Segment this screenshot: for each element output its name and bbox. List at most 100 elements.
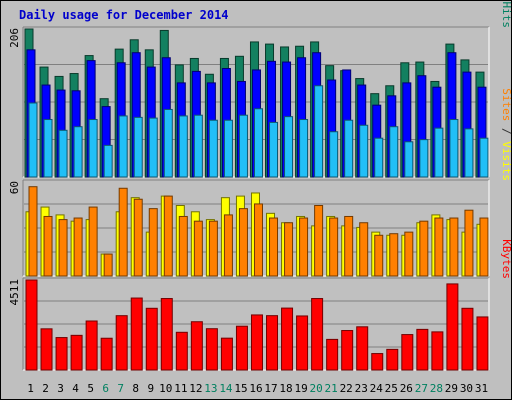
- bar-pages-day-14: [223, 119, 233, 178]
- x-tick-label-day-13: 13: [204, 382, 217, 395]
- bar-sites-day-17: [269, 217, 279, 277]
- bar-sites-day-5: [88, 206, 98, 277]
- bar-sites-day-8: [133, 198, 143, 277]
- chart-title: Daily usage for December 2014: [19, 8, 229, 22]
- series-kbytes: [25, 279, 489, 371]
- legend-entry: /: [500, 0, 512, 2]
- bar-sites-day-13: [208, 220, 218, 277]
- x-tick-label-day-31: 31: [475, 382, 488, 395]
- bar-sites-day-23: [359, 222, 369, 277]
- bar-pages-day-9: [148, 117, 158, 178]
- bar-kbytes-day-3: [55, 337, 68, 371]
- legend-entry: /: [500, 121, 512, 141]
- bar-pages-day-6: [103, 144, 113, 178]
- bar-pages-day-30: [464, 128, 474, 178]
- bar-pages-day-31: [479, 137, 489, 178]
- bar-pages-day-15: [238, 114, 248, 178]
- x-tick-label-day-15: 15: [234, 382, 247, 395]
- legend-entry: KBytes: [500, 239, 512, 279]
- bar-kbytes-day-6: [100, 337, 113, 371]
- bar-sites-day-2: [43, 215, 53, 277]
- bar-pages-day-13: [208, 119, 218, 178]
- bar-sites-day-19: [299, 217, 309, 277]
- bar-sites-day-28: [434, 217, 444, 277]
- panel-kbytes: 4511 KBytes: [8, 239, 512, 371]
- legend-sites_visits: Sites / Visits: [500, 88, 512, 181]
- bar-pages-day-24: [374, 137, 384, 178]
- bar-kbytes-day-11: [175, 331, 188, 371]
- bar-kbytes-day-27: [416, 328, 429, 371]
- bar-kbytes-day-17: [266, 315, 279, 371]
- bar-pages-day-19: [299, 119, 309, 178]
- series-sites: [28, 186, 489, 277]
- x-tick-label-day-17: 17: [264, 382, 277, 395]
- bar-sites-day-20: [314, 205, 324, 277]
- bar-pages-day-2: [43, 119, 53, 178]
- bar-kbytes-day-22: [341, 330, 354, 371]
- bar-sites-day-6: [103, 253, 113, 277]
- bar-sites-day-15: [238, 208, 248, 277]
- x-tick-label-day-22: 22: [340, 382, 353, 395]
- bar-kbytes-day-18: [281, 307, 294, 371]
- x-tick-label-day-11: 11: [174, 382, 187, 395]
- bar-pages-day-1: [28, 102, 38, 178]
- x-tick-label-day-1: 1: [27, 382, 34, 395]
- x-tick-label-day-6: 6: [102, 382, 109, 395]
- x-tick-label-day-28: 28: [430, 382, 443, 395]
- bar-kbytes-day-7: [115, 315, 128, 371]
- x-tick-label-day-5: 5: [87, 382, 94, 395]
- x-tick-label-day-23: 23: [355, 382, 368, 395]
- x-tick-label-day-2: 2: [42, 382, 49, 395]
- bar-kbytes-day-5: [85, 320, 98, 371]
- bar-sites-day-30: [464, 209, 474, 277]
- bar-pages-day-4: [73, 126, 83, 178]
- bar-sites-day-12: [193, 220, 203, 277]
- bar-sites-day-25: [389, 233, 399, 277]
- legend-entry: Sites: [500, 88, 512, 121]
- x-tick-label-day-14: 14: [219, 382, 233, 395]
- bar-pages-day-18: [284, 116, 294, 178]
- bar-pages-day-22: [344, 119, 354, 178]
- bar-kbytes-day-23: [356, 326, 369, 371]
- panel-sites_visits: 60 Sites / Visits: [8, 88, 512, 277]
- bar-sites-day-3: [58, 219, 68, 277]
- bar-pages-day-25: [389, 126, 399, 178]
- bar-pages-day-16: [253, 108, 263, 178]
- bar-kbytes-day-30: [461, 307, 474, 371]
- x-tick-label-day-21: 21: [325, 382, 338, 395]
- chart-panels: 206 Pages / Files / Hits 60 Sites / Visits 4…: [8, 0, 512, 371]
- series-pages: [28, 85, 489, 178]
- bar-pages-day-27: [419, 139, 429, 178]
- bar-sites-day-9: [148, 208, 158, 277]
- bar-kbytes-day-25: [386, 348, 399, 371]
- x-tick-label-day-18: 18: [279, 382, 292, 395]
- x-tick-label-day-16: 16: [249, 382, 262, 395]
- legend-entry: Hits: [500, 2, 512, 29]
- bar-kbytes-day-19: [296, 315, 309, 371]
- bar-kbytes-day-10: [160, 298, 173, 371]
- legend-entry: Visits: [500, 141, 512, 181]
- bar-kbytes-day-4: [70, 334, 83, 371]
- bar-kbytes-day-31: [476, 316, 489, 371]
- bar-kbytes-day-9: [145, 307, 158, 371]
- bar-sites-day-10: [163, 195, 173, 277]
- bar-kbytes-day-2: [40, 328, 53, 371]
- bar-pages-day-11: [178, 115, 188, 178]
- bar-kbytes-day-15: [235, 325, 248, 371]
- bar-kbytes-day-12: [190, 321, 203, 371]
- x-tick-label-day-9: 9: [147, 382, 154, 395]
- x-tick-label-day-26: 26: [400, 382, 413, 395]
- bar-pages-day-23: [359, 124, 369, 178]
- bar-pages-day-8: [133, 116, 143, 178]
- bar-kbytes-day-29: [446, 283, 459, 371]
- x-tick-label-day-19: 19: [294, 382, 307, 395]
- bar-pages-day-21: [329, 131, 339, 178]
- bar-sites-day-16: [253, 203, 263, 277]
- y-max-label: 206: [8, 28, 21, 48]
- bar-kbytes-day-20: [311, 298, 324, 371]
- legend-kbytes: KBytes: [500, 239, 512, 279]
- x-tick-label-day-3: 3: [57, 382, 64, 395]
- bar-sites-day-26: [404, 231, 414, 277]
